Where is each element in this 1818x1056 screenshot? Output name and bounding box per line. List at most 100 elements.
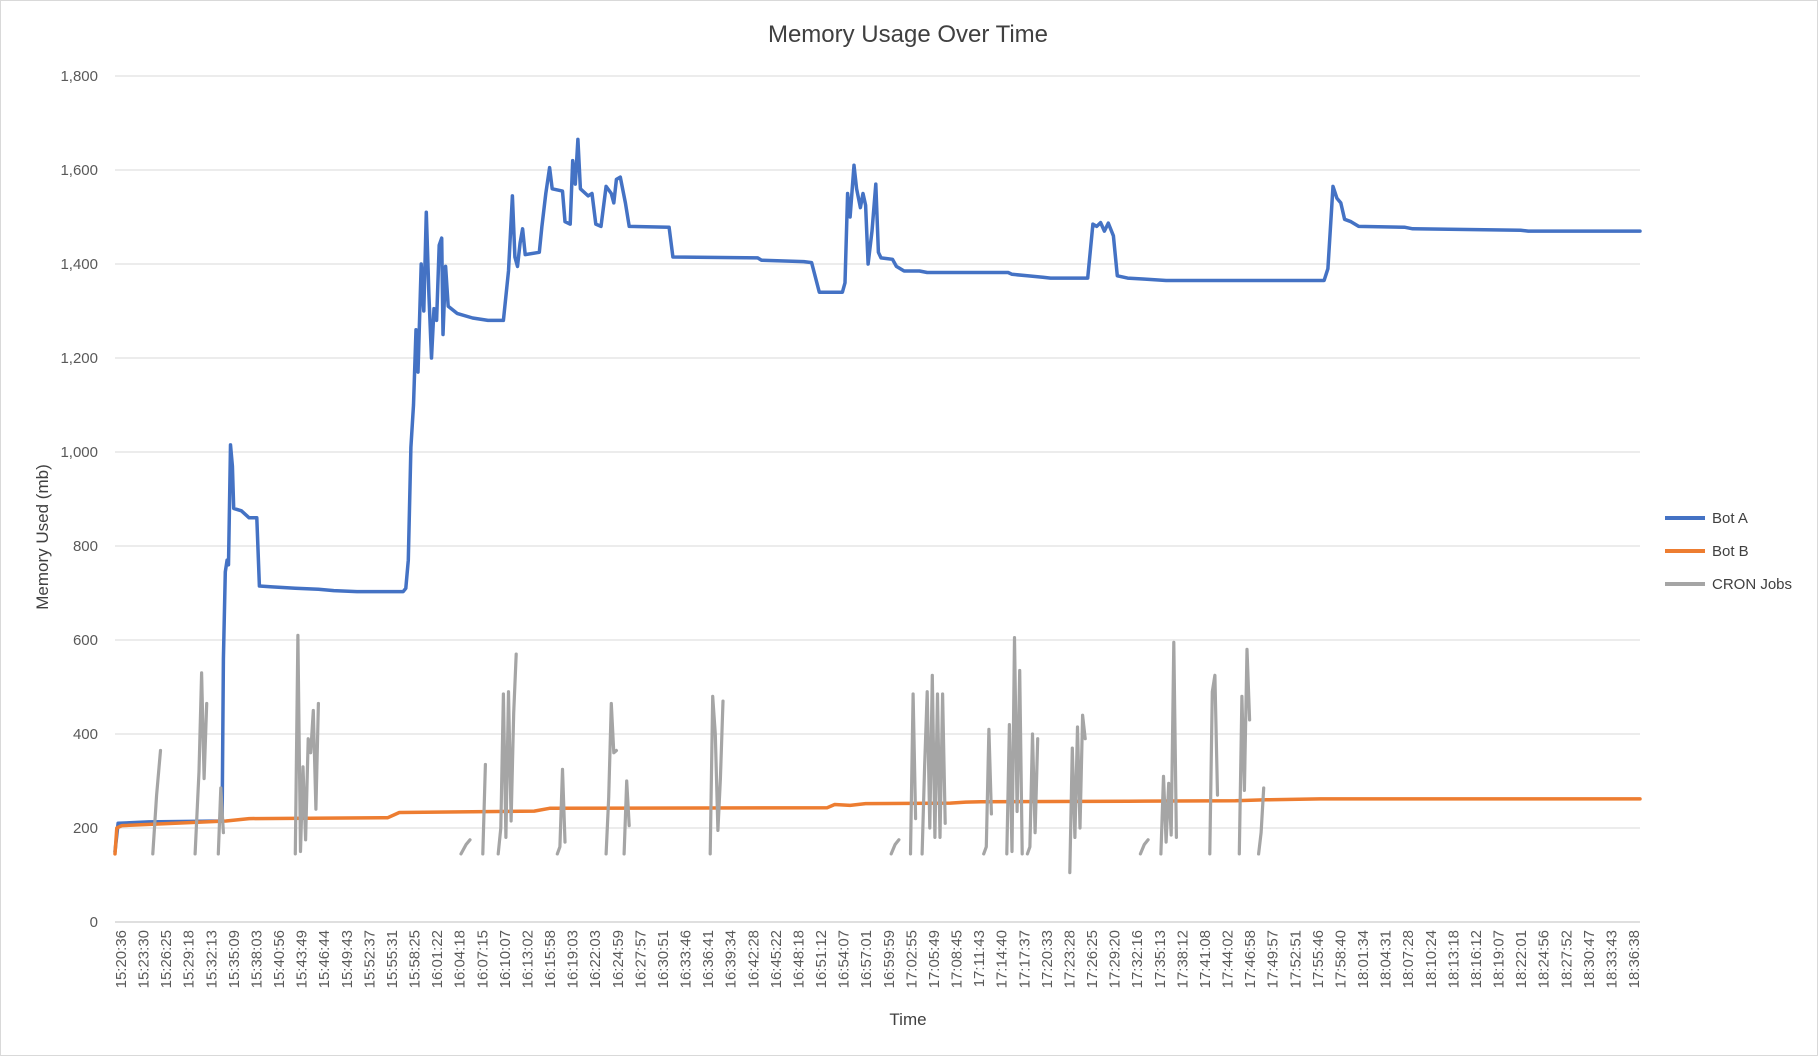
x-tick-label: 17:49:57	[1265, 930, 1282, 988]
x-tick-label: 16:33:46	[678, 930, 695, 988]
x-tick-label: 17:26:25	[1084, 930, 1101, 988]
x-tick-label: 15:52:37	[361, 930, 378, 988]
x-tick-label: 17:35:13	[1152, 930, 1169, 988]
y-tick-label: 1,800	[60, 68, 98, 85]
y-tick-label: 0	[90, 914, 98, 931]
x-tick-label: 16:45:22	[768, 930, 785, 988]
y-axis-title: Memory Used (mb)	[33, 464, 52, 609]
y-tick-label: 1,600	[60, 162, 98, 179]
x-tick-label: 16:19:03	[565, 930, 582, 988]
series-line-cron-jobs	[555, 767, 567, 856]
series-line-cron-jobs	[1208, 673, 1220, 856]
series-line-cron-jobs	[1005, 635, 1024, 856]
x-tick-label: 17:23:28	[1061, 930, 1078, 988]
x-tick-label: 18:30:47	[1581, 930, 1598, 988]
x-tick-label: 17:11:43	[971, 930, 988, 987]
legend-label: Bot A	[1712, 510, 1748, 527]
x-tick-label: 16:57:01	[858, 930, 875, 988]
x-tick-label: 17:17:37	[1016, 930, 1033, 988]
legend: Bot A Bot B CRON Jobs	[1665, 510, 1792, 593]
series-line-cron-jobs	[622, 779, 631, 856]
series-line-cron-jobs	[604, 701, 619, 856]
series-line-cron-jobs	[481, 762, 487, 856]
x-tick-label: 18:24:56	[1536, 930, 1553, 988]
series-line-bot-a	[113, 137, 1642, 854]
x-tick-label: 17:41:08	[1197, 930, 1214, 988]
x-tick-label: 18:22:01	[1513, 930, 1530, 988]
x-tick-label: 18:27:52	[1558, 930, 1575, 988]
series-line-cron-jobs	[1025, 732, 1040, 856]
series-line-cron-jobs	[193, 671, 209, 856]
x-tick-label: 16:48:18	[790, 930, 807, 988]
x-tick-label: 15:26:25	[158, 930, 175, 988]
x-axis-title: Time	[889, 1010, 926, 1029]
y-tick-label: 1,200	[60, 350, 98, 367]
x-tick-label: 17:08:45	[949, 930, 966, 988]
x-tick-label: 16:54:07	[836, 930, 853, 988]
x-tick-label: 15:46:44	[316, 930, 333, 988]
x-tick-label: 17:02:55	[903, 930, 920, 988]
x-tick-label: 15:58:25	[407, 930, 424, 988]
x-tick-label: 15:35:09	[226, 930, 243, 988]
x-tick-label: 17:44:02	[1220, 930, 1237, 988]
y-tick-label: 200	[73, 820, 98, 837]
y-tick-label: 800	[73, 538, 98, 555]
y-tick-label: 1,000	[60, 444, 98, 461]
x-tick-label: 16:30:51	[655, 930, 672, 988]
x-tick-label: 16:13:02	[519, 930, 536, 988]
series-line-cron-jobs	[293, 633, 320, 856]
x-tick-label: 16:01:22	[429, 930, 446, 988]
x-tick-label: 15:23:30	[136, 930, 153, 988]
x-tick-label: 18:19:07	[1491, 930, 1508, 988]
x-tick-label: 17:05:49	[926, 930, 943, 988]
x-tick-label: 15:49:43	[339, 930, 356, 988]
x-tick-label: 17:20:33	[1039, 930, 1056, 988]
x-tick-label: 17:46:58	[1242, 930, 1259, 988]
x-tick-label: 15:20:36	[113, 930, 130, 988]
series-line-cron-jobs	[151, 748, 163, 856]
series-line-cron-jobs	[889, 838, 901, 856]
x-tick-label: 17:52:51	[1287, 930, 1304, 988]
series-line-cron-jobs	[982, 727, 994, 856]
x-tick-label: 16:39:34	[723, 930, 740, 988]
x-tick-label: 16:59:59	[881, 930, 898, 988]
x-tick-label: 17:55:46	[1310, 930, 1327, 988]
x-tick-label: 16:51:12	[813, 930, 830, 988]
chart-title: Memory Usage Over Time	[768, 21, 1048, 48]
x-tick-label: 16:42:28	[745, 930, 762, 988]
x-tick-label: 17:38:12	[1174, 930, 1191, 988]
x-tick-label: 16:07:15	[474, 930, 491, 988]
series-line-cron-jobs	[920, 673, 947, 856]
series-line-cron-jobs	[216, 786, 225, 856]
x-tick-label: 16:10:07	[497, 930, 514, 988]
x-tick-label: 18:01:34	[1355, 930, 1372, 988]
x-tick-label: 18:04:31	[1378, 930, 1395, 988]
y-tick-label: 400	[73, 726, 98, 743]
series-lines	[113, 137, 1642, 875]
y-axis-ticks: 0 200 400 600 800 1,000 1,200 1,400 1,600 1,800	[60, 68, 98, 931]
x-tick-label: 15:40:56	[271, 930, 288, 988]
series-line-cron-jobs	[459, 838, 472, 856]
x-tick-label: 17:14:40	[994, 930, 1011, 988]
series-line-cron-jobs	[1068, 713, 1087, 875]
x-tick-label: 16:22:03	[587, 930, 604, 988]
x-tick-label: 15:32:13	[203, 930, 220, 988]
y-tick-label: 600	[73, 632, 98, 649]
y-tick-label: 1,400	[60, 256, 98, 273]
series-line-bot-b	[113, 797, 1642, 856]
x-axis-ticks: 15:20:36 15:23:30 15:26:25 15:29:18 15:32:13…	[113, 930, 1643, 988]
x-tick-label: 16:27:57	[632, 930, 649, 988]
x-tick-label: 18:07:28	[1400, 930, 1417, 988]
legend-label: CRON Jobs	[1712, 576, 1792, 593]
series-line-cron-jobs	[1237, 647, 1252, 856]
x-tick-label: 17:32:16	[1129, 930, 1146, 988]
series-line-cron-jobs	[1138, 838, 1150, 856]
x-tick-label: 18:33:43	[1603, 930, 1620, 988]
gridlines	[115, 75, 1640, 923]
legend-label: Bot B	[1712, 543, 1749, 560]
x-tick-label: 17:58:40	[1332, 930, 1349, 988]
x-tick-label: 16:15:58	[542, 930, 559, 988]
x-tick-label: 15:38:03	[248, 930, 265, 988]
